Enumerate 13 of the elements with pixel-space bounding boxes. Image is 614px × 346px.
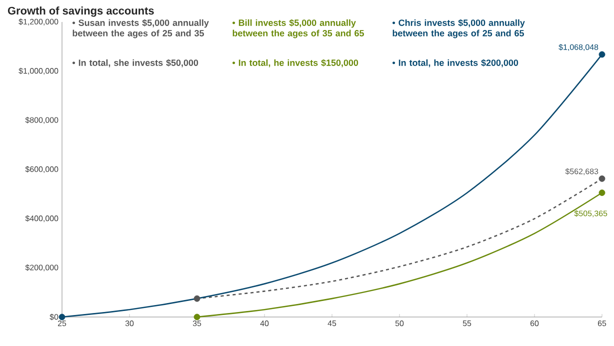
annotation: • Susan invests $5,000 annually between the ages of 25 and 35	[72, 19, 209, 38]
annotation: • In total, he invests $200,000	[392, 59, 518, 68]
point	[598, 175, 606, 182]
annotation: • In total, he invests $150,000	[232, 59, 358, 68]
point	[598, 190, 606, 196]
annotation: • Chris invests $5,000 annually between the ages of 25 and 65	[392, 19, 525, 38]
annotation: • In total, she invests $50,000	[72, 59, 198, 68]
point	[194, 295, 200, 302]
point	[58, 314, 66, 320]
point	[598, 51, 606, 58]
annotation: • Bill invests $5,000 annually between the ages of 35 and 65	[232, 19, 364, 38]
point	[194, 314, 200, 320]
chart-title: Growth of savings accounts	[8, 6, 154, 17]
